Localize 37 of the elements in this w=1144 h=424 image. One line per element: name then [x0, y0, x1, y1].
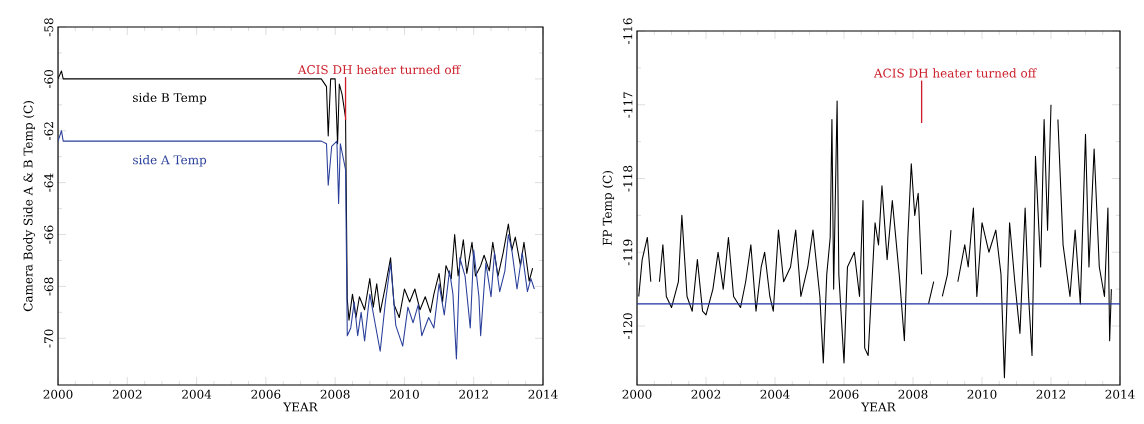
x-tick-label: 2014: [528, 389, 558, 399]
x-tick-label: 2004: [182, 389, 212, 399]
x-tick-label: 2008: [320, 389, 350, 399]
x-tick-label: 2006: [251, 389, 281, 399]
y-tick-label: -62: [44, 122, 54, 140]
y-tick-label: -118: [623, 165, 633, 192]
ref-line-label: ACIS DH heater turned off: [297, 64, 461, 75]
y-tick-label: -120: [623, 313, 633, 339]
x-tick-label: 2012: [1036, 389, 1066, 399]
ref-line-label: ACIS DH heater turned off: [873, 68, 1037, 78]
x-tick-label: 2014: [1105, 389, 1135, 399]
y-tick-label: -64: [44, 173, 54, 192]
x-axis-title: YEAR: [283, 402, 318, 412]
y-tick-label: -58: [44, 18, 54, 37]
x-tick-label: 2002: [112, 389, 142, 399]
y-tick-label: -116: [623, 18, 633, 44]
y-tick-label: -119: [623, 239, 633, 266]
x-tick-label: 2012: [459, 389, 488, 399]
x-tick-label: 2000: [622, 389, 652, 399]
x-tick-label: 2010: [967, 389, 997, 399]
y-axis-title: Camera Body Side A & B Temp (C): [23, 101, 36, 312]
x-tick-label: 2004: [760, 389, 790, 399]
x-tick-label: 2002: [691, 389, 721, 399]
x-tick-label: 2006: [829, 389, 859, 399]
y-tick-label: -70: [44, 329, 54, 348]
line-series: [58, 130, 535, 360]
y-tick-label: -60: [44, 70, 54, 89]
y-tick-label: -68: [44, 277, 54, 296]
series-label: side B Temp: [133, 92, 207, 105]
x-tick-label: 2010: [389, 389, 419, 399]
series-label: side A Temp: [133, 155, 207, 167]
x-axis-title: YEAR: [861, 402, 896, 412]
x-tick-label: 2000: [43, 389, 73, 399]
x-tick-label: 2008: [898, 389, 928, 399]
y-tick-label: -117: [623, 92, 633, 118]
y-axis-title: FP Temp (C): [602, 171, 615, 246]
y-tick-label: -66: [44, 225, 54, 244]
